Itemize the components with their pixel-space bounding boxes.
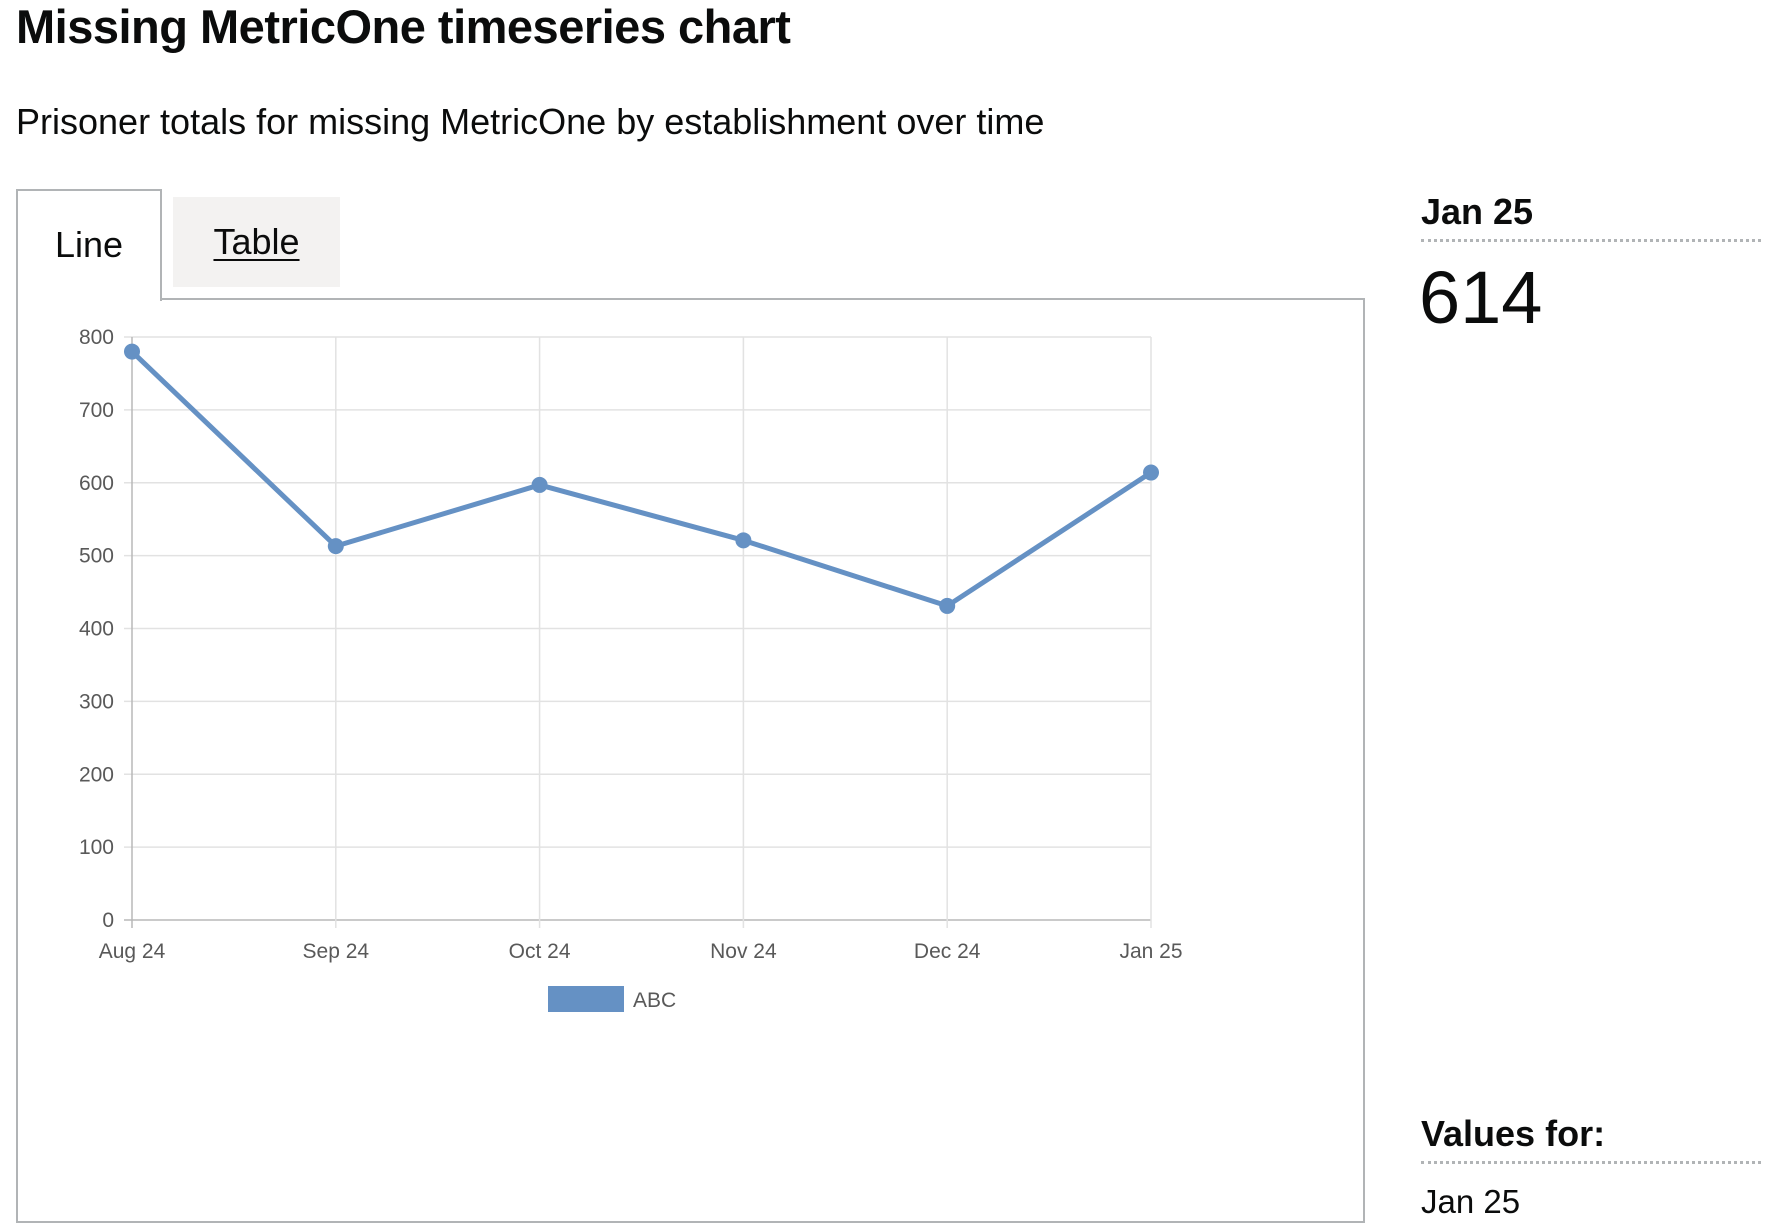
x-tick-label: Oct 24 (509, 940, 571, 963)
tab-line[interactable]: Line (16, 189, 162, 301)
y-tick-label: 200 (79, 763, 114, 786)
series-line (130, 349, 1153, 609)
y-tick-label: 800 (79, 326, 114, 349)
data-point (939, 597, 956, 614)
x-tick-label: Dec 24 (914, 940, 981, 963)
y-tick-label: 500 (79, 545, 114, 568)
page-subtitle: Prisoner totals for missing MetricOne by… (16, 101, 1045, 142)
data-point (327, 538, 344, 555)
data-point (1143, 464, 1159, 481)
y-tick-label: 600 (79, 472, 114, 495)
values-for-date: Jan 25 (1421, 1183, 1521, 1220)
values-for-heading: Values for: (1421, 1112, 1761, 1164)
selected-date-label: Jan 25 (1421, 190, 1761, 242)
legend-label: ABC (633, 989, 676, 1012)
tab-table-label: Table (213, 221, 300, 262)
tab-table[interactable]: Table (173, 197, 340, 287)
x-tick-label: Aug 24 (99, 940, 166, 963)
page-title: Missing MetricOne timeseries chart (16, 0, 791, 53)
y-tick-label: 400 (79, 618, 114, 641)
data-point (531, 476, 548, 493)
data-point (124, 343, 140, 360)
selected-value: 614 (1419, 256, 1543, 339)
x-tick-label: Jan 25 (1119, 940, 1182, 963)
y-tick-label: 700 (79, 399, 114, 422)
y-tick-label: 300 (79, 690, 114, 713)
line-chart: 0 100 200 300 400 500 600 700 800 Aug 24 Sep 24 Oct… (79, 326, 1183, 1012)
chart-panel: 0 100 200 300 400 500 600 700 800 Aug 24 Sep 24 Oct… (16, 298, 1365, 1223)
x-tick-label: Nov 24 (710, 940, 777, 963)
y-tick-label: 100 (79, 836, 114, 859)
legend-swatch (548, 986, 624, 1012)
y-tick-label: 0 (102, 909, 114, 932)
x-tick-label: Sep 24 (303, 940, 370, 963)
data-point (735, 532, 752, 549)
